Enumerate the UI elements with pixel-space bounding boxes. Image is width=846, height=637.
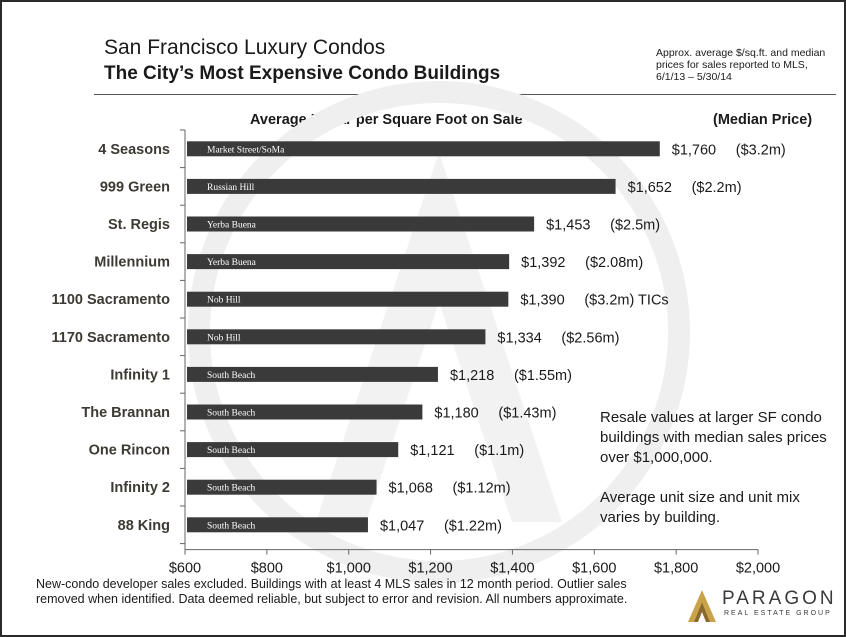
value-label: $1,068 bbox=[389, 481, 433, 497]
x-tick-label: $1,000 bbox=[327, 561, 371, 577]
median-price-header: (Median Price) bbox=[713, 112, 813, 128]
neighborhood-label: South Beach bbox=[207, 484, 256, 494]
logo-tagline: REAL ESTATE GROUP bbox=[724, 610, 832, 617]
neighborhood-label: South Beach bbox=[207, 409, 256, 419]
category-label: One Rincon bbox=[89, 443, 170, 459]
neighborhood-label: South Beach bbox=[207, 371, 256, 381]
median-label: ($3.2m) bbox=[736, 142, 786, 158]
x-tick-label: $2,000 bbox=[736, 561, 780, 577]
bar bbox=[187, 442, 399, 458]
median-label: ($1.12m) bbox=[453, 481, 511, 497]
bar bbox=[187, 216, 535, 232]
category-label: 4 Seasons bbox=[98, 142, 170, 158]
value-label: $1,121 bbox=[410, 443, 454, 459]
logo-name: PARAGON bbox=[722, 588, 837, 609]
x-tick-label: $1,600 bbox=[572, 561, 616, 577]
bar bbox=[187, 254, 510, 270]
neighborhood-label: Nob Hill bbox=[207, 333, 241, 343]
neighborhood-label: South Beach bbox=[207, 521, 256, 531]
neighborhood-label: Market Street/SoMa bbox=[207, 145, 285, 155]
category-label: Infinity 2 bbox=[110, 480, 170, 496]
paragon-logo-icon bbox=[688, 590, 716, 622]
median-label: ($1.43m) bbox=[498, 406, 556, 422]
median-label: ($2.56m) bbox=[561, 330, 619, 346]
category-label: The Brannan bbox=[81, 405, 170, 421]
value-label: $1,218 bbox=[450, 368, 494, 384]
value-label: $1,047 bbox=[380, 518, 424, 534]
value-label: $1,390 bbox=[520, 293, 564, 309]
category-label: Millennium bbox=[94, 255, 170, 271]
value-label: $1,392 bbox=[521, 255, 565, 271]
median-label: ($2.5m) bbox=[610, 218, 660, 234]
x-tick-label: $1,800 bbox=[654, 561, 698, 577]
bar bbox=[187, 404, 423, 420]
category-label: 999 Green bbox=[100, 179, 170, 195]
median-label: ($1.22m) bbox=[444, 518, 502, 534]
category-label: 88 King bbox=[118, 518, 170, 534]
category-label: 1170 Sacramento bbox=[52, 330, 171, 346]
bar bbox=[187, 141, 660, 157]
bar bbox=[187, 178, 616, 194]
bar bbox=[187, 479, 377, 495]
annotation-unit-mix: Average unit size and unit mix varies by… bbox=[600, 489, 800, 526]
category-label: 1100 Sacramento bbox=[52, 292, 171, 308]
bar bbox=[187, 291, 509, 307]
neighborhood-label: South Beach bbox=[207, 446, 256, 456]
neighborhood-label: Yerba Buena bbox=[207, 258, 257, 268]
value-label: $1,334 bbox=[497, 330, 541, 346]
source-note: Approx. average $/sq.ft. and median pric… bbox=[656, 47, 826, 83]
value-label: $1,652 bbox=[628, 180, 672, 196]
value-label: $1,453 bbox=[546, 218, 590, 234]
x-tick-label: $600 bbox=[169, 561, 201, 577]
median-label: ($2.08m) bbox=[585, 255, 643, 271]
neighborhood-label: Russian Hill bbox=[207, 183, 255, 193]
bar bbox=[187, 517, 368, 533]
annotation-resale: Resale values at larger SF condo buildin… bbox=[600, 409, 827, 466]
median-label: ($1.1m) bbox=[474, 443, 524, 459]
footer-disclaimer: New-condo developer sales excluded. Buil… bbox=[36, 577, 628, 606]
bar bbox=[187, 366, 438, 382]
x-tick-label: $800 bbox=[251, 561, 283, 577]
median-label: ($1.55m) bbox=[514, 368, 572, 384]
neighborhood-label: Nob Hill bbox=[207, 296, 241, 306]
x-tick-label: $1,200 bbox=[408, 561, 452, 577]
category-label: St. Regis bbox=[108, 217, 170, 233]
page-subtitle: The City’s Most Expensive Condo Building… bbox=[104, 63, 501, 84]
neighborhood-label: Yerba Buena bbox=[207, 221, 257, 231]
category-label: Infinity 1 bbox=[110, 367, 170, 383]
bar bbox=[187, 329, 486, 345]
x-tick-label: $1,400 bbox=[490, 561, 534, 577]
median-label: ($3.2m) TICs bbox=[584, 293, 668, 309]
median-label: ($2.2m) bbox=[692, 180, 742, 196]
value-label: $1,760 bbox=[672, 142, 716, 158]
page-title: San Francisco Luxury Condos bbox=[104, 36, 386, 59]
value-label: $1,180 bbox=[434, 406, 478, 422]
